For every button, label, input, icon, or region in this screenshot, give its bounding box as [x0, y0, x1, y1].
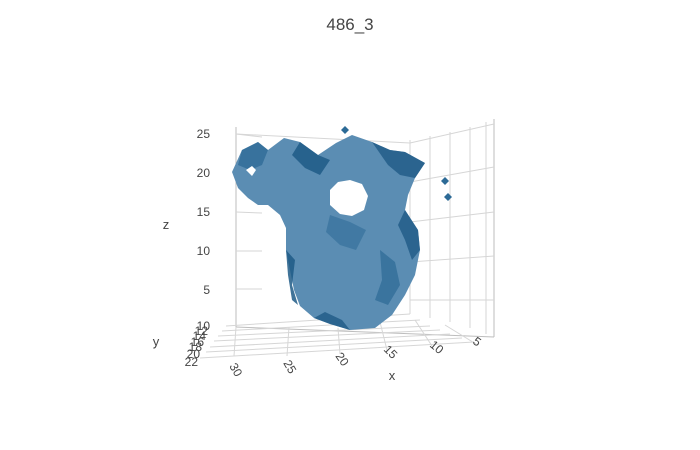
- mesh-shade: [375, 250, 400, 305]
- mesh-surface: [232, 126, 452, 330]
- mesh-hole: [330, 180, 368, 216]
- z-axis-title: z: [163, 217, 170, 232]
- mesh-point: [441, 177, 449, 185]
- y-tick: 12: [195, 324, 209, 338]
- mesh-shade: [286, 250, 298, 305]
- z-tick: 20: [197, 166, 211, 180]
- y-axis-title: y: [153, 334, 160, 349]
- y-tick: 18: [189, 340, 203, 354]
- grid-lines: [199, 119, 495, 359]
- mesh-shade: [292, 142, 330, 175]
- z-tick: 10: [197, 244, 211, 258]
- mesh-point: [341, 126, 349, 134]
- mesh-point: [444, 193, 452, 201]
- z-axis-ticks: 25 20 15 10 5: [197, 127, 211, 297]
- y-tick: 20: [187, 347, 201, 361]
- x-tick: 20: [333, 350, 352, 369]
- x-axis-ticks: 30 25 20 15 10 5: [226, 334, 484, 379]
- y-tick: 16: [191, 335, 205, 349]
- mesh-shade: [372, 142, 425, 178]
- y-tick: 22: [185, 355, 199, 369]
- z-tick: 25: [197, 127, 211, 141]
- mesh-shade: [326, 215, 366, 250]
- x-tick: 30: [226, 361, 245, 380]
- y-tick: 14: [193, 329, 207, 343]
- z-tick: 5: [203, 283, 210, 297]
- mesh-shade: [314, 312, 350, 330]
- x-tick: 25: [280, 358, 299, 377]
- x-tick: 15: [381, 342, 401, 362]
- x-tick: 10: [427, 338, 446, 358]
- z-tick: 15: [197, 205, 211, 219]
- chart-title: 486_3: [326, 15, 373, 34]
- mesh-shade: [398, 210, 420, 260]
- x-axis-title: x: [389, 368, 396, 383]
- mesh-hole: [246, 166, 256, 176]
- mesh-shade: [238, 142, 268, 170]
- y-tick: 10: [197, 319, 211, 333]
- y-axis-ticks: 10 12 14 16 18 20 22: [185, 319, 211, 369]
